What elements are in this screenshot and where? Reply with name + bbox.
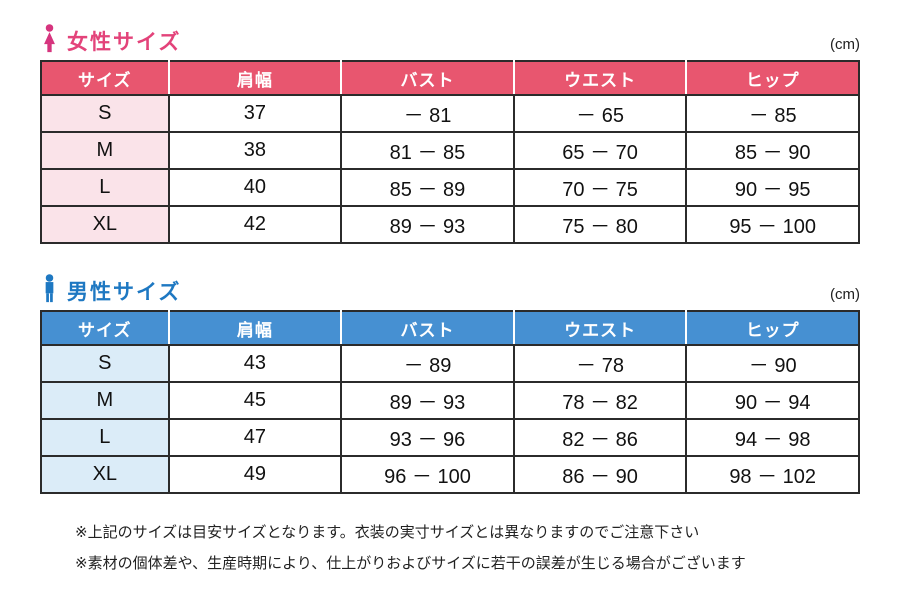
mens-measurement-value: 82 － 86 (512, 418, 688, 457)
mens-measurement-value: 86 － 90 (512, 455, 688, 494)
mens-row-L: L 47 93 － 96 82 － 86 94 － 98 (40, 418, 860, 457)
mens-size-table: サイズ 肩幅 バスト ウエスト ヒップ S 43 － 89 － 78 － 90 M 45 89 － 9… (40, 310, 860, 494)
mens-title-row: 男性サイズ (cm) (40, 270, 860, 304)
mens-size-label: M (40, 381, 170, 420)
mens-measurement-value: 43 (167, 344, 343, 383)
womens-size-label: S (40, 94, 170, 133)
mens-measurement-value: 93 － 96 (340, 418, 515, 457)
mens-header-row: サイズ 肩幅 バスト ウエスト ヒップ (40, 310, 860, 346)
womens-measurement-value: 75 － 80 (512, 205, 688, 244)
notes-block: ※上記のサイズは目安サイズとなります。衣装の実寸サイズとは異なりますのでご注意下… (75, 522, 860, 575)
womens-size-label: L (40, 168, 170, 207)
womens-section: 女性サイズ (cm) サイズ 肩幅 バスト ウエスト ヒップ S 37 － 81 － 65 － … (40, 20, 860, 244)
mens-column-header-3: ウエスト (512, 310, 688, 346)
womens-column-header-0: サイズ (40, 60, 170, 96)
mens-measurement-value: 49 (167, 455, 343, 494)
womens-title-row: 女性サイズ (cm) (40, 20, 860, 54)
womens-measurement-value: 81 － 85 (340, 131, 515, 170)
mens-table-body: S 43 － 89 － 78 － 90 M 45 89 － 93 78 － 82 90 － 94 L… (40, 344, 860, 494)
womens-measurement-value: 38 (167, 131, 343, 170)
womens-measurement-value: 89 － 93 (340, 205, 515, 244)
note-line-2: ※素材の個体差や、生産時期により、仕上がりおよびサイズに若干の誤差が生じる場合が… (75, 554, 746, 572)
womens-row-M: M 38 81 － 85 65 － 70 85 － 90 (40, 131, 860, 170)
womens-measurement-value: 85 － 89 (340, 168, 515, 207)
mens-measurement-value: － 89 (340, 344, 515, 383)
mens-row-S: S 43 － 89 － 78 － 90 (40, 344, 860, 383)
mens-measurement-value: 45 (167, 381, 343, 420)
female-person-icon (40, 24, 59, 54)
womens-section-title: 女性サイズ (67, 30, 182, 54)
mens-column-header-1: 肩幅 (167, 310, 343, 346)
womens-column-header-3: ウエスト (512, 60, 688, 96)
mens-row-XL: XL 49 96 － 100 86 － 90 98 － 102 (40, 455, 860, 494)
womens-row-XL: XL 42 89 － 93 75 － 80 95 － 100 (40, 205, 860, 244)
mens-unit-label: (cm) (830, 286, 860, 303)
womens-size-label: M (40, 131, 170, 170)
mens-measurement-value: － 90 (685, 344, 860, 383)
mens-column-header-0: サイズ (40, 310, 170, 346)
mens-measurement-value: 47 (167, 418, 343, 457)
womens-measurement-value: 42 (167, 205, 343, 244)
womens-measurement-value: 85 － 90 (685, 131, 860, 170)
womens-column-header-2: バスト (340, 60, 515, 96)
womens-column-header-1: 肩幅 (167, 60, 343, 96)
womens-measurement-value: 40 (167, 168, 343, 207)
mens-measurement-value: 78 － 82 (512, 381, 688, 420)
womens-measurement-value: 65 － 70 (512, 131, 688, 170)
womens-column-header-4: ヒップ (685, 60, 860, 96)
womens-measurement-value: － 81 (340, 94, 515, 133)
womens-measurement-value: － 65 (512, 94, 688, 133)
note-line-1: ※上記のサイズは目安サイズとなります。衣装の実寸サイズとは異なりますのでご注意下… (75, 524, 700, 541)
mens-section-title: 男性サイズ (67, 280, 182, 304)
womens-row-S: S 37 － 81 － 65 － 85 (40, 94, 860, 133)
mens-measurement-value: 90 － 94 (685, 381, 860, 420)
womens-measurement-value: 90 － 95 (685, 168, 860, 207)
womens-header-row: サイズ 肩幅 バスト ウエスト ヒップ (40, 60, 860, 96)
mens-measurement-value: 98 － 102 (685, 455, 860, 494)
womens-size-label: XL (40, 205, 170, 244)
womens-table-body: S 37 － 81 － 65 － 85 M 38 81 － 85 65 － 70 85 － 90 L… (40, 94, 860, 244)
mens-row-M: M 45 89 － 93 78 － 82 90 － 94 (40, 381, 860, 420)
mens-size-label: XL (40, 455, 170, 494)
mens-column-header-4: ヒップ (685, 310, 860, 346)
mens-size-label: S (40, 344, 170, 383)
womens-measurement-value: 70 － 75 (512, 168, 688, 207)
womens-measurement-value: 37 (167, 94, 343, 133)
womens-measurement-value: － 85 (685, 94, 860, 133)
mens-measurement-value: － 78 (512, 344, 688, 383)
mens-measurement-value: 94 － 98 (685, 418, 860, 457)
womens-unit-label: (cm) (830, 36, 860, 53)
mens-size-label: L (40, 418, 170, 457)
womens-size-table: サイズ 肩幅 バスト ウエスト ヒップ S 37 － 81 － 65 － 85 M 38 81 － 8… (40, 60, 860, 244)
womens-measurement-value: 95 － 100 (685, 205, 860, 244)
womens-row-L: L 40 85 － 89 70 － 75 90 － 95 (40, 168, 860, 207)
mens-measurement-value: 89 － 93 (340, 381, 515, 420)
mens-section: 男性サイズ (cm) サイズ 肩幅 バスト ウエスト ヒップ S 43 － 89 － 78 － … (40, 270, 860, 494)
mens-measurement-value: 96 － 100 (340, 455, 515, 494)
mens-column-header-2: バスト (340, 310, 515, 346)
male-person-icon (40, 274, 59, 304)
